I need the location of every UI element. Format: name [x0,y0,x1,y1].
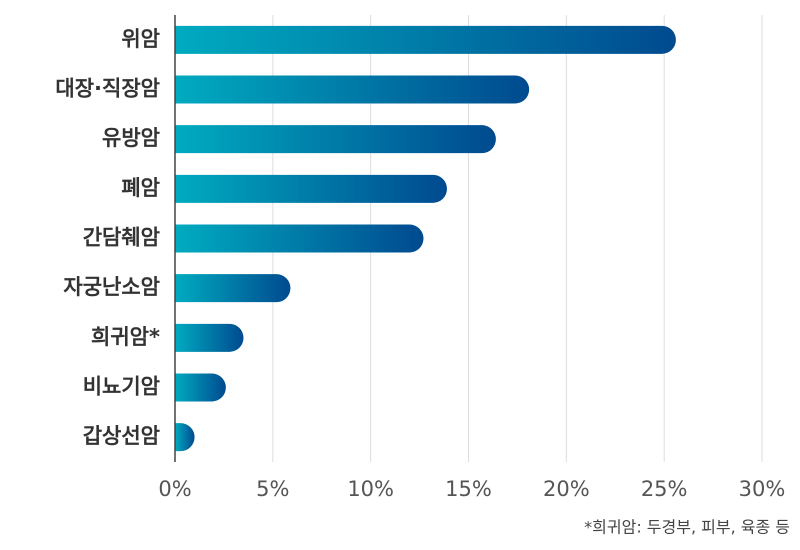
bar [175,423,195,452]
x-tick-label: 20% [543,477,590,501]
bar [175,75,530,104]
x-tick-label: 0% [158,477,191,501]
x-tick-label: 30% [739,477,786,501]
y-tick-label: 자궁난소암 [63,275,160,299]
x-tick-label: 10% [347,477,394,501]
bar [175,25,676,54]
y-tick-label: 비뇨기암 [83,375,160,399]
bar [175,323,244,352]
x-tick-label: 5% [256,477,289,501]
bar [175,174,447,203]
y-tick-label: 간담췌암 [83,226,160,250]
bar [175,274,291,303]
y-tick-label: 유방암 [102,126,160,150]
x-tick-label: 15% [445,477,492,501]
x-tick-label: 25% [641,477,688,501]
y-tick-label: 희귀암* [91,325,160,349]
bar [175,125,496,154]
y-tick-label: 위암 [121,27,160,51]
y-tick-label: 폐암 [121,176,160,200]
footnote: *희귀암: 두경부, 피부, 육종 등 [584,518,790,537]
bar [175,373,226,402]
y-tick-label: 대장·직장암 [55,77,160,101]
y-tick-label: 갑상선암 [83,424,160,448]
bar [175,224,424,253]
